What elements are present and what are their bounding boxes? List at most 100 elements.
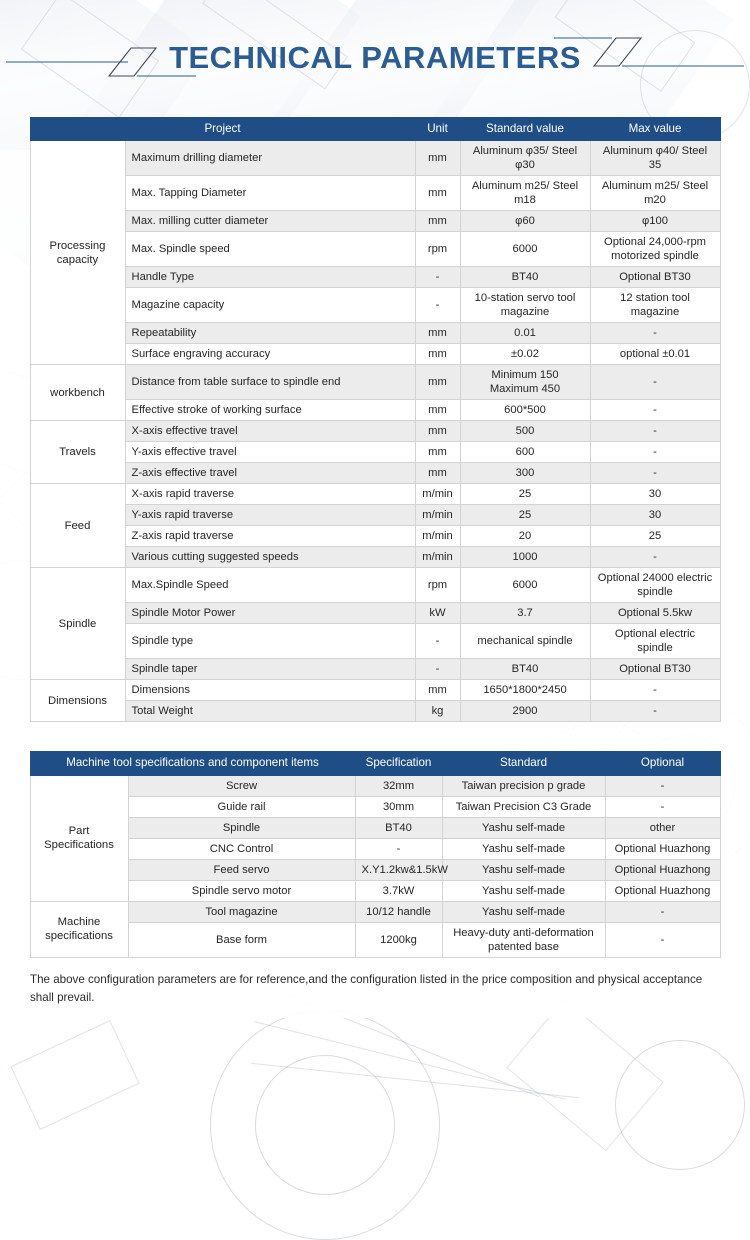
- page-title: TECHNICAL PARAMETERS: [169, 39, 581, 75]
- table-row: Effective stroke of working surface mm 600…: [30, 399, 721, 422]
- table-row: Spindle Motor Power kW 3.7 Optional 5.5kw: [30, 602, 721, 625]
- cell-project: Z-axis rapid traverse: [124, 525, 416, 548]
- cell-max: Optional electric spindle: [589, 623, 721, 660]
- cell-project: Surface engraving accuracy: [124, 343, 416, 366]
- cell-standard: Yashu self-made: [441, 858, 606, 881]
- cell-standard: Yashu self-made: [441, 837, 606, 860]
- cell-unit: mm: [414, 441, 461, 464]
- cell-unit: mm: [414, 420, 461, 443]
- cell-optional: Optional Huazhong: [604, 837, 721, 860]
- table-row: Spindle taper - BT40 Optional BT30: [30, 658, 721, 681]
- table-row: Total Weight kg 2900-: [30, 700, 721, 723]
- cell-max: optional ±0.01: [589, 343, 721, 366]
- cell-specification: -: [354, 837, 443, 860]
- row-group-category: Machine specifications: [29, 900, 129, 958]
- cell-optional: -: [604, 921, 721, 958]
- cell-max: Aluminum m25/ Steel m20: [589, 175, 721, 212]
- row-group-category: Processing capacity: [29, 140, 126, 366]
- cell-standard: 6000: [459, 231, 591, 268]
- cell-project: Maximum drilling diameter: [124, 140, 416, 177]
- cell-project: Base form: [127, 921, 356, 958]
- cell-unit: m/min: [414, 525, 461, 548]
- table-row: Feed servo X.Y1.2kw&1.5kW Yashu self-made O…: [30, 858, 721, 881]
- row-group-category: Dimensions: [29, 679, 126, 723]
- table-row: Y-axis effective travel mm 600-: [30, 441, 721, 464]
- cell-standard: 25: [459, 483, 591, 506]
- table-row: Spindle BT40 Yashu self-made other: [30, 816, 721, 839]
- row-group-category: workbench: [29, 364, 126, 422]
- cell-project: Total Weight: [124, 700, 416, 723]
- cell-standard: 2900: [459, 700, 591, 723]
- cell-standard: Yashu self-made: [441, 900, 606, 923]
- cell-standard: Minimum 150 Maximum 450: [459, 364, 591, 401]
- cell-max: -: [589, 700, 721, 723]
- cell-project: Spindle Motor Power: [124, 602, 416, 625]
- cell-standard: φ60: [459, 210, 591, 233]
- cell-specification: BT40: [354, 816, 443, 839]
- column-header-max-value: Max value: [589, 116, 721, 142]
- cell-unit: -: [414, 658, 461, 681]
- table-row: Max. Tapping Diameter mm Aluminum m25/ Ste…: [30, 175, 721, 212]
- cell-unit: -: [414, 287, 461, 324]
- table-row: Base form 1200kg Heavy-duty anti-deformati…: [30, 921, 721, 958]
- cell-standard: 300: [459, 462, 591, 485]
- cell-standard: Aluminum m25/ Steel m18: [459, 175, 591, 212]
- cell-optional: Optional Huazhong: [604, 879, 721, 902]
- cell-specification: 32mm: [354, 774, 443, 797]
- row-group-category: Spindle: [29, 567, 126, 681]
- column-header-specification: Specification: [354, 751, 443, 776]
- cell-max: -: [589, 462, 721, 485]
- table-row: Various cutting suggested speeds m/min 100…: [30, 546, 721, 569]
- cell-unit: mm: [414, 175, 461, 212]
- cell-standard: 500: [459, 420, 591, 443]
- cell-specification: 1200kg: [354, 921, 443, 958]
- table-row: Guide rail 30mm Taiwan Precision C3 Grade -: [30, 795, 721, 818]
- table-row: Spindle type - mechanical spindle Optional …: [30, 623, 721, 660]
- cell-unit: mm: [414, 322, 461, 345]
- cell-max: -: [589, 546, 721, 569]
- row-group-category: Travels: [29, 420, 126, 485]
- column-header-machine-tool-specifications: Machine tool specifications and componen…: [29, 751, 356, 776]
- cell-unit: mm: [414, 140, 461, 177]
- table-row: Surface engraving accuracy mm ±0.02 optiona…: [30, 343, 721, 366]
- cell-project: X-axis rapid traverse: [124, 483, 416, 506]
- cell-standard: 0.01: [459, 322, 591, 345]
- page-title-block: TECHNICAL PARAMETERS: [0, 0, 750, 115]
- cell-unit: mm: [414, 399, 461, 422]
- column-header-standard-value: Standard value: [459, 116, 591, 142]
- cell-optional: -: [604, 795, 721, 818]
- table-row: Handle Type - BT40 Optional BT30: [30, 266, 721, 289]
- cell-unit: -: [414, 266, 461, 289]
- cell-max: -: [589, 399, 721, 422]
- table-row: Spindle Max.Spindle Speed rpm 6000 Optional …: [29, 567, 721, 681]
- cell-project: Effective stroke of working surface: [124, 399, 416, 422]
- cell-optional: -: [604, 774, 721, 797]
- cell-optional: Optional Huazhong: [604, 858, 721, 881]
- cell-standard: 600: [459, 441, 591, 464]
- cell-project: Spindle taper: [124, 658, 416, 681]
- cell-project: Distance from table surface to spindle e…: [124, 364, 416, 401]
- table-row: Machine specifications Tool magazine 10/12…: [29, 900, 721, 958]
- cell-project: Repeatability: [124, 322, 416, 345]
- table-row: Dimensions Dimensions mm 1650*1800*2450-: [29, 679, 721, 723]
- cell-project: X-axis effective travel: [124, 420, 416, 443]
- table-row: Repeatability mm 0.01-: [30, 322, 721, 345]
- cell-specification: 30mm: [354, 795, 443, 818]
- column-header-standard: Standard: [441, 751, 606, 776]
- cell-standard: Taiwan Precision C3 Grade: [441, 795, 606, 818]
- cell-unit: mm: [414, 210, 461, 233]
- cell-standard: Taiwan precision p grade: [441, 774, 606, 797]
- table-row: Part Specifications Screw 32mm Taiwan preci…: [29, 774, 721, 902]
- cell-max: 25: [589, 525, 721, 548]
- table-row: workbench Distance from table surface to …: [29, 364, 721, 422]
- cell-optional: -: [604, 900, 721, 923]
- table-row: Z-axis rapid traverse m/min 20 25: [30, 525, 721, 548]
- cell-project: Screw: [127, 774, 356, 797]
- table-row: CNC Control - Yashu self-made Optional Huaz…: [30, 837, 721, 860]
- cell-standard: 25: [459, 504, 591, 527]
- cell-standard: 6000: [459, 567, 591, 604]
- cell-optional: other: [604, 816, 721, 839]
- cell-standard: Aluminum φ35/ Steel φ30: [459, 140, 591, 177]
- cell-unit: rpm: [414, 231, 461, 268]
- cell-standard: 10-station servo tool magazine: [459, 287, 591, 324]
